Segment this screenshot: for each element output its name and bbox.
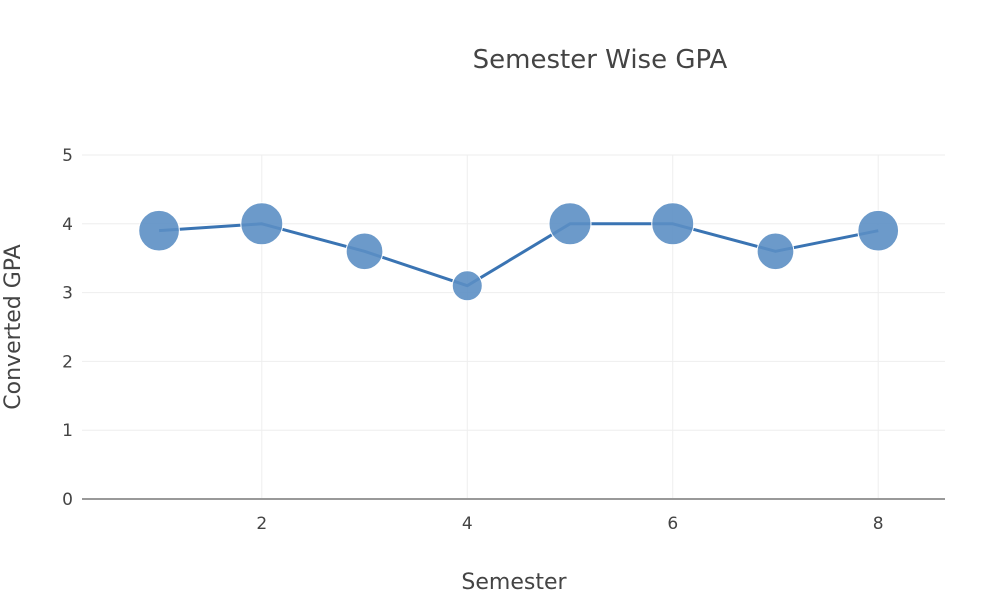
data-point bbox=[857, 209, 900, 252]
y-tick-label: 4 bbox=[62, 215, 73, 235]
x-tick-label: 4 bbox=[462, 514, 473, 534]
data-point bbox=[451, 270, 483, 302]
series-layer bbox=[138, 202, 900, 302]
axis-layer: 0 1 2 3 4 5 2 4 6 8 bbox=[62, 146, 945, 534]
y-tick-label: 2 bbox=[62, 352, 73, 372]
data-point bbox=[548, 202, 592, 246]
y-tick-label: 5 bbox=[62, 146, 73, 166]
data-point bbox=[651, 202, 695, 246]
data-point bbox=[138, 209, 180, 252]
x-tick-label: 8 bbox=[873, 514, 884, 534]
x-tick-label: 6 bbox=[667, 514, 678, 534]
y-tick-label: 0 bbox=[62, 490, 73, 510]
chart-title: Semester Wise GPA bbox=[473, 45, 728, 75]
y-tick-label: 1 bbox=[62, 421, 73, 441]
data-point bbox=[345, 232, 384, 271]
data-point bbox=[240, 202, 284, 246]
y-axis-title: Converted GPA bbox=[1, 244, 26, 409]
x-tick-label: 2 bbox=[256, 514, 267, 534]
x-axis-title: Semester bbox=[461, 570, 567, 595]
y-tick-label: 3 bbox=[62, 284, 73, 304]
data-point bbox=[756, 232, 795, 271]
grid-layer bbox=[82, 154, 945, 499]
